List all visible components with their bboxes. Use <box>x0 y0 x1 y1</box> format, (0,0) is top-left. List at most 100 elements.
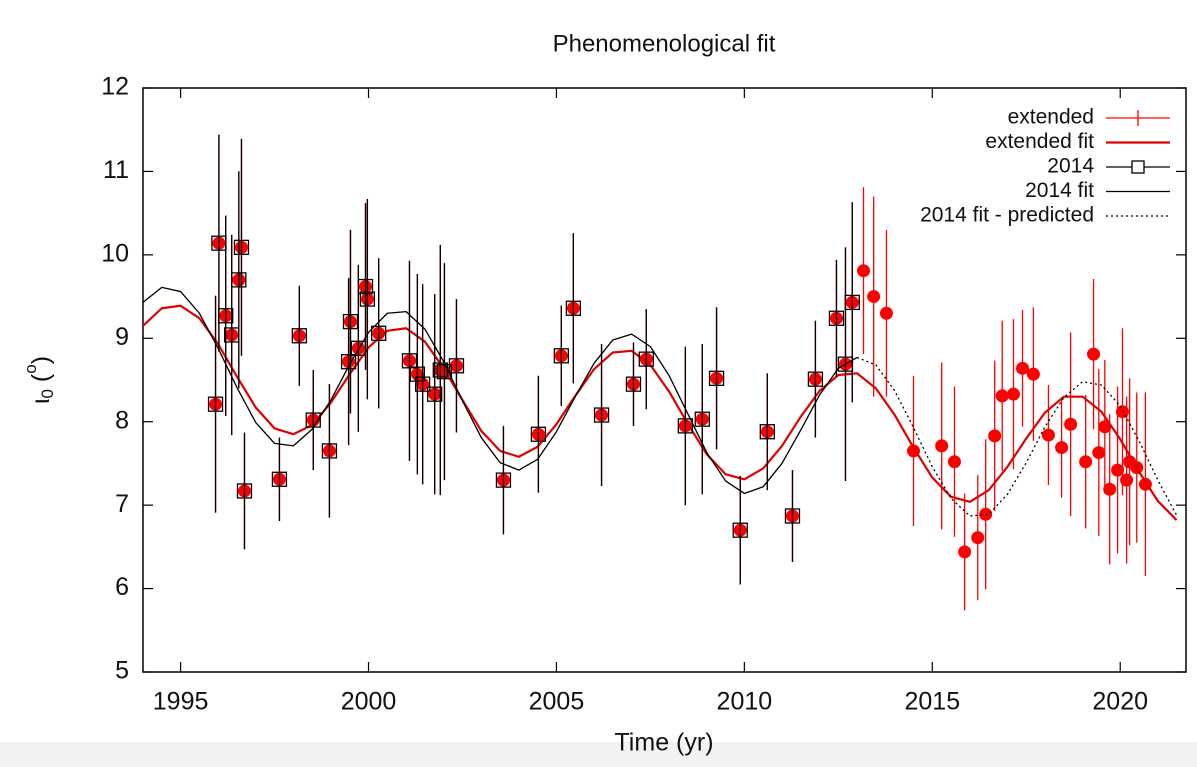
series-points <box>209 134 1152 611</box>
y-axis-label: ι0 (o) <box>21 356 57 404</box>
point-square <box>427 386 443 402</box>
point <box>1092 446 1106 460</box>
point <box>1103 482 1117 496</box>
point-square <box>807 371 824 387</box>
y-tick-label: 5 <box>115 657 129 685</box>
y-tick-label: 7 <box>115 490 129 518</box>
y-label-superscript: o <box>21 364 40 373</box>
series-line <box>142 304 1178 521</box>
point <box>857 264 871 278</box>
point-square <box>694 411 710 427</box>
series-points <box>207 134 860 585</box>
point <box>1111 463 1125 477</box>
y-tick-label: 12 <box>101 73 129 101</box>
legend-label: extended <box>1008 106 1094 129</box>
point <box>1087 347 1101 361</box>
x-axis-label: Time (yr) <box>614 729 713 757</box>
point <box>879 306 893 320</box>
fit-curve <box>856 356 1178 517</box>
point-square <box>357 278 374 295</box>
y-tick-label: 10 <box>101 239 129 267</box>
legend-label: 2014 fit <box>1025 179 1094 202</box>
point <box>995 389 1009 403</box>
x-tick-label: 2015 <box>904 688 960 716</box>
point-square <box>233 239 250 255</box>
point <box>935 439 949 453</box>
point-square <box>759 424 775 440</box>
point-square <box>236 483 253 499</box>
x-tick-label: 2000 <box>341 688 397 716</box>
point-square <box>414 376 431 392</box>
point-square <box>224 327 240 343</box>
y-label-symbol: ι <box>27 398 55 404</box>
point-square <box>625 376 642 392</box>
point <box>1079 455 1093 469</box>
point-square <box>530 426 547 442</box>
point <box>1064 417 1078 431</box>
point-square <box>359 291 376 307</box>
x-tick-label: 2005 <box>529 688 585 716</box>
point-square <box>708 370 725 386</box>
point-square <box>218 308 234 324</box>
point-square <box>340 353 357 370</box>
point <box>1115 405 1129 419</box>
x-tick-label: 2020 <box>1092 688 1148 716</box>
point-square <box>271 471 288 487</box>
point <box>1055 441 1069 455</box>
x-tick-label: 2010 <box>717 688 773 716</box>
y-tick-label: 9 <box>115 323 129 351</box>
point-square <box>677 418 694 434</box>
y-tick-label: 11 <box>103 156 129 184</box>
point-square <box>371 325 387 341</box>
point-square <box>291 328 308 344</box>
point-square <box>565 300 582 316</box>
point <box>971 531 985 545</box>
point-square <box>553 348 569 364</box>
point-square <box>401 353 418 369</box>
chart-title: Phenomenological fit <box>553 30 776 57</box>
point <box>1006 387 1020 401</box>
point <box>1041 428 1055 442</box>
legend-marker <box>1131 160 1145 174</box>
legend-label: 2014 fit - predicted <box>920 204 1094 227</box>
legend-label: 2014 <box>1047 155 1094 178</box>
point <box>1098 420 1112 434</box>
y-tick-label: 6 <box>115 573 129 601</box>
point-square <box>495 472 512 488</box>
point-square <box>231 272 247 288</box>
point-square <box>211 235 227 251</box>
point-square <box>593 407 610 423</box>
point-square <box>342 313 359 330</box>
point <box>947 455 961 469</box>
series-line <box>856 356 1178 517</box>
plot-frame <box>142 87 1187 673</box>
legend-label: extended fit <box>985 130 1094 153</box>
y-label-subscript: 0 <box>38 389 57 398</box>
point-square <box>828 310 845 326</box>
point-square <box>350 340 367 356</box>
point-square <box>844 294 860 311</box>
point-square <box>732 522 748 538</box>
series-line <box>142 286 858 495</box>
point <box>988 429 1002 443</box>
fit-curve <box>142 304 1178 521</box>
point <box>1026 367 1040 381</box>
point <box>1016 361 1030 375</box>
point-square <box>409 366 426 382</box>
point-square <box>638 351 654 367</box>
point <box>867 290 881 304</box>
point <box>958 545 972 559</box>
fit-curve <box>142 286 858 495</box>
point <box>1120 473 1134 487</box>
point-square <box>837 356 854 372</box>
x-tick-label: 1995 <box>153 688 209 716</box>
y-label-close: ) <box>27 356 55 364</box>
point-square <box>784 508 801 524</box>
y-label-open: ( <box>27 373 55 389</box>
point-square <box>448 358 465 374</box>
window-footer <box>0 742 1197 767</box>
